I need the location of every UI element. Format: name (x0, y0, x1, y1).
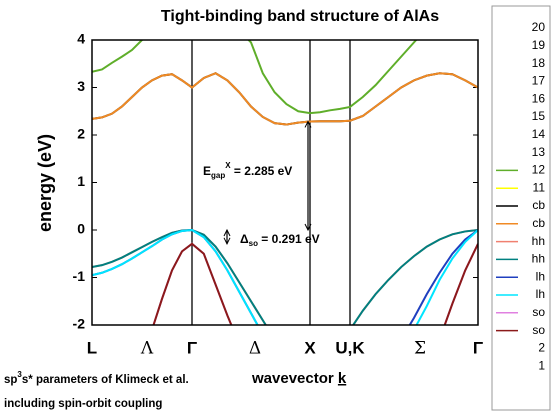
footnote-part: sp (4, 374, 17, 386)
legend-label: 12 (532, 163, 546, 177)
chart-title: Tight-binding band structure of AlAs (161, 8, 439, 25)
legend-label: cb (532, 216, 545, 230)
legend-label: 2 (538, 341, 545, 355)
y-tick-label: 1 (77, 173, 85, 189)
direction-label: Σ (414, 339, 426, 359)
arrow-head (223, 228, 231, 237)
band-line (152, 242, 478, 325)
annotation-text: Δso = 0.291 eV (240, 232, 320, 248)
annotation-part: E (203, 164, 211, 178)
x-tick-label: Γ (473, 338, 483, 357)
annotation-part: so (249, 239, 258, 248)
y-tick-label: 3 (77, 78, 85, 94)
legend-label: lh (536, 269, 545, 283)
footnote: including spin-orbit coupling (4, 398, 162, 410)
x-axis-label: wavevector k (251, 370, 347, 387)
legend-label: 16 (532, 91, 546, 105)
legend-label: 20 (532, 20, 546, 34)
annotation-part: = 0.291 eV (258, 232, 320, 246)
x-tick-label: X (304, 338, 316, 357)
footnote-part: s* parameters of Klimeck et al. (22, 374, 189, 386)
band-line (152, 242, 478, 325)
y-tick-label: -1 (73, 268, 86, 284)
legend-label: 17 (532, 74, 546, 88)
legend-box (491, 5, 551, 411)
y-tick-label: 2 (77, 126, 85, 142)
annotation-part: Δ (240, 232, 249, 246)
legend-label: hh (532, 252, 545, 266)
annotation-text: EgapX = 2.285 eV (203, 161, 292, 180)
legend-label: 11 (533, 180, 546, 194)
plot-lines (92, 40, 478, 325)
direction-label: Λ (140, 339, 154, 359)
legend-label: so (532, 305, 545, 319)
legend-label: lh (536, 287, 545, 301)
arrow-head (304, 223, 312, 232)
arrow-head (304, 120, 312, 128)
y-tick-label: 4 (77, 31, 85, 47)
band-line (92, 228, 478, 325)
footnote-part: including spin-orbit coupling (4, 398, 162, 410)
plot-frame (91, 39, 479, 326)
annotation-part: = 2.285 eV (231, 164, 293, 178)
footnote-part: 3 (17, 370, 22, 379)
y-tick-label: -2 (73, 316, 86, 332)
footnote: sp3s* parameters of Klimeck et al. (4, 370, 189, 386)
legend-label: cb (532, 198, 545, 212)
y-tick-label: 0 (77, 221, 85, 237)
band-line (92, 40, 418, 115)
legend-label: 15 (532, 109, 546, 123)
x-axis-label-part: k (338, 370, 347, 387)
arrow-head (223, 237, 231, 245)
band-line (92, 72, 478, 126)
x-tick-label: Γ (187, 338, 197, 357)
legend-label: 14 (532, 127, 546, 141)
legend-label: hh (532, 234, 545, 248)
legend-label: 1 (538, 358, 545, 372)
legend-label: 18 (532, 56, 546, 70)
direction-label: Δ (249, 339, 261, 359)
legend-label: so (532, 323, 545, 337)
x-tick-label: U,K (335, 338, 365, 357)
annotation-part: X (225, 161, 231, 170)
annotation-part: gap (211, 171, 225, 180)
y-axis-label: energy (eV) (35, 134, 55, 232)
legend-label: 19 (532, 38, 546, 52)
x-axis-label-part: wavevector (251, 370, 338, 387)
legend-label: 13 (532, 145, 546, 159)
x-tick-label: L (87, 338, 97, 357)
